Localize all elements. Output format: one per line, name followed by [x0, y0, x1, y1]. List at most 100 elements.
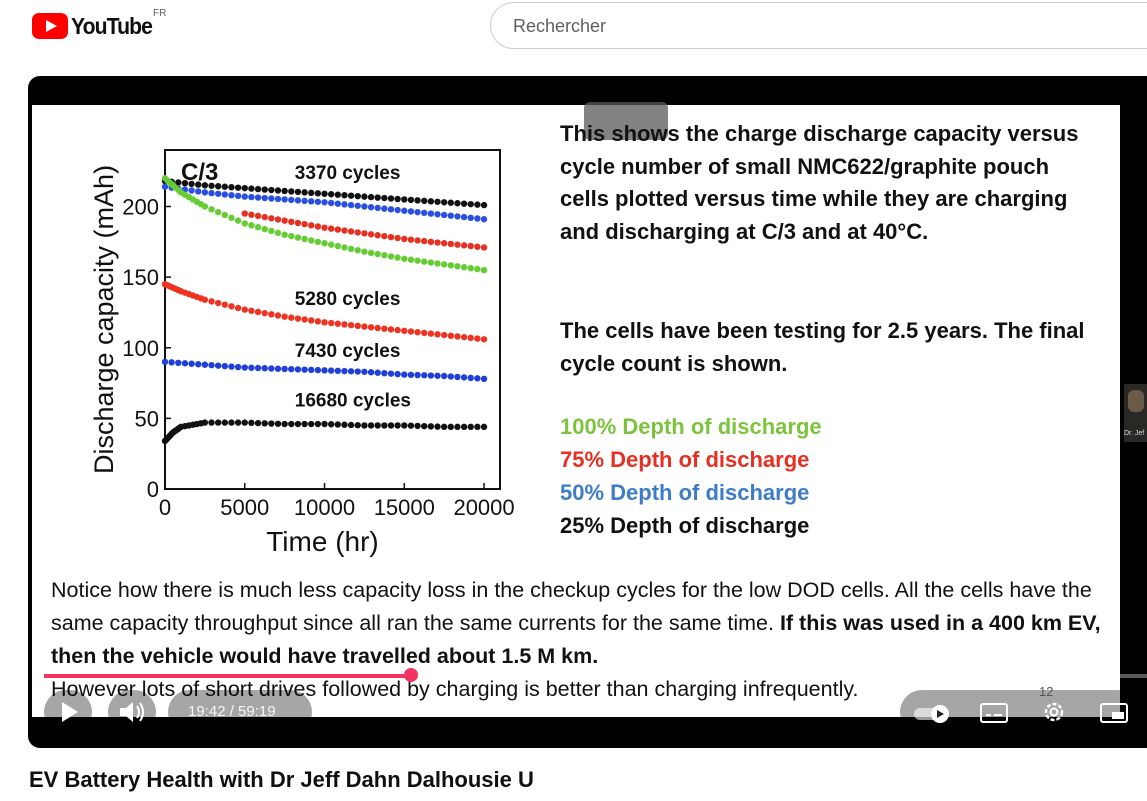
series-point: [467, 214, 474, 221]
series-point: [281, 313, 288, 320]
series-point: [341, 227, 348, 234]
series-point: [401, 196, 408, 203]
series-point: [341, 321, 348, 328]
series-point: [414, 422, 421, 430]
search-box[interactable]: [490, 2, 1147, 49]
series-point: [234, 363, 242, 371]
series-point: [427, 330, 435, 337]
series-point: [367, 193, 375, 201]
series-point: [394, 254, 401, 261]
series-point: [274, 365, 282, 372]
series-point: [288, 365, 295, 373]
series-point: [261, 309, 268, 317]
series-point: [361, 193, 368, 200]
series-point: [381, 325, 388, 332]
series-point: [387, 206, 395, 213]
series-point: [434, 372, 441, 379]
series-point: [288, 314, 295, 321]
series-point: [241, 419, 248, 426]
series-point: [421, 258, 428, 265]
series-point: [221, 362, 229, 370]
series-point: [480, 266, 488, 274]
series-point: [308, 189, 315, 197]
series-point: [447, 212, 455, 219]
series-point: [480, 216, 488, 223]
series-point: [334, 367, 342, 375]
series-point: [421, 329, 428, 337]
series-point: [234, 304, 242, 312]
series-point: [474, 335, 481, 342]
series-point: [301, 366, 308, 373]
progress-scrubber[interactable]: [404, 668, 419, 682]
series-point: [480, 336, 488, 343]
progress-played: [44, 674, 412, 678]
volume-icon: [120, 702, 144, 722]
series-point: [201, 419, 209, 426]
series-point: [288, 196, 295, 204]
series-point: [294, 188, 302, 196]
slide-paragraph-2: The cells have been testing for 2.5 year…: [560, 318, 1085, 376]
series-point: [401, 235, 408, 243]
series-point: [294, 234, 302, 241]
settings-gear-icon[interactable]: [1040, 698, 1068, 726]
series-point: [281, 187, 288, 195]
series-point: [394, 195, 401, 203]
miniplayer-icon[interactable]: [1098, 700, 1130, 726]
series-point: [454, 423, 461, 431]
series-point: [434, 198, 441, 205]
y-axis-label: Discharge capacity (mAh): [89, 165, 119, 474]
autoplay-toggle[interactable]: [912, 702, 956, 726]
series-point: [394, 370, 401, 378]
series-point: [294, 315, 302, 322]
series-point: [254, 194, 262, 201]
series-point: [394, 234, 401, 242]
series-point: [447, 423, 455, 431]
series-point: [228, 419, 235, 426]
series-point: [440, 372, 448, 380]
series-point: [354, 229, 361, 236]
series-point: [268, 215, 275, 222]
series-point: [447, 332, 455, 339]
series-point: [341, 201, 348, 208]
series-point: [347, 228, 355, 235]
play-button[interactable]: [44, 690, 92, 734]
search-input[interactable]: [511, 15, 1115, 38]
series-point: [474, 265, 481, 273]
series-point: [454, 373, 461, 381]
series-point: [188, 187, 195, 194]
cycle-annotation: 7430 cycles: [295, 341, 401, 362]
series-point: [175, 179, 182, 186]
series-point: [161, 358, 169, 366]
series-point: [188, 360, 195, 367]
series-point: [195, 181, 202, 188]
series-point: [427, 238, 435, 246]
series-point: [301, 420, 308, 428]
series-point: [421, 422, 428, 430]
time-pill: [168, 690, 312, 734]
series-point: [480, 423, 488, 431]
series-point: [480, 201, 488, 209]
series-point: [214, 183, 222, 190]
series-point: [414, 208, 421, 216]
series-point: [308, 222, 315, 229]
series-point: [434, 260, 441, 267]
series-point: [208, 419, 215, 426]
series-point: [248, 307, 255, 314]
series-point: [228, 303, 235, 310]
youtube-logo[interactable]: YouTube: [32, 12, 159, 40]
series-point: [427, 372, 435, 379]
series-point: [374, 204, 381, 212]
progress-bar[interactable]: [44, 674, 1147, 678]
series-point: [254, 419, 262, 427]
series-point: [347, 201, 355, 209]
volume-button[interactable]: [108, 690, 156, 734]
series-point: [254, 212, 262, 220]
series-point: [447, 240, 455, 248]
series-point: [341, 421, 348, 428]
series-point: [228, 363, 235, 370]
subtitles-icon[interactable]: [978, 700, 1010, 726]
series-point: [327, 199, 335, 207]
series-point: [381, 252, 388, 259]
series-point: [394, 206, 401, 214]
series-point: [407, 328, 415, 335]
